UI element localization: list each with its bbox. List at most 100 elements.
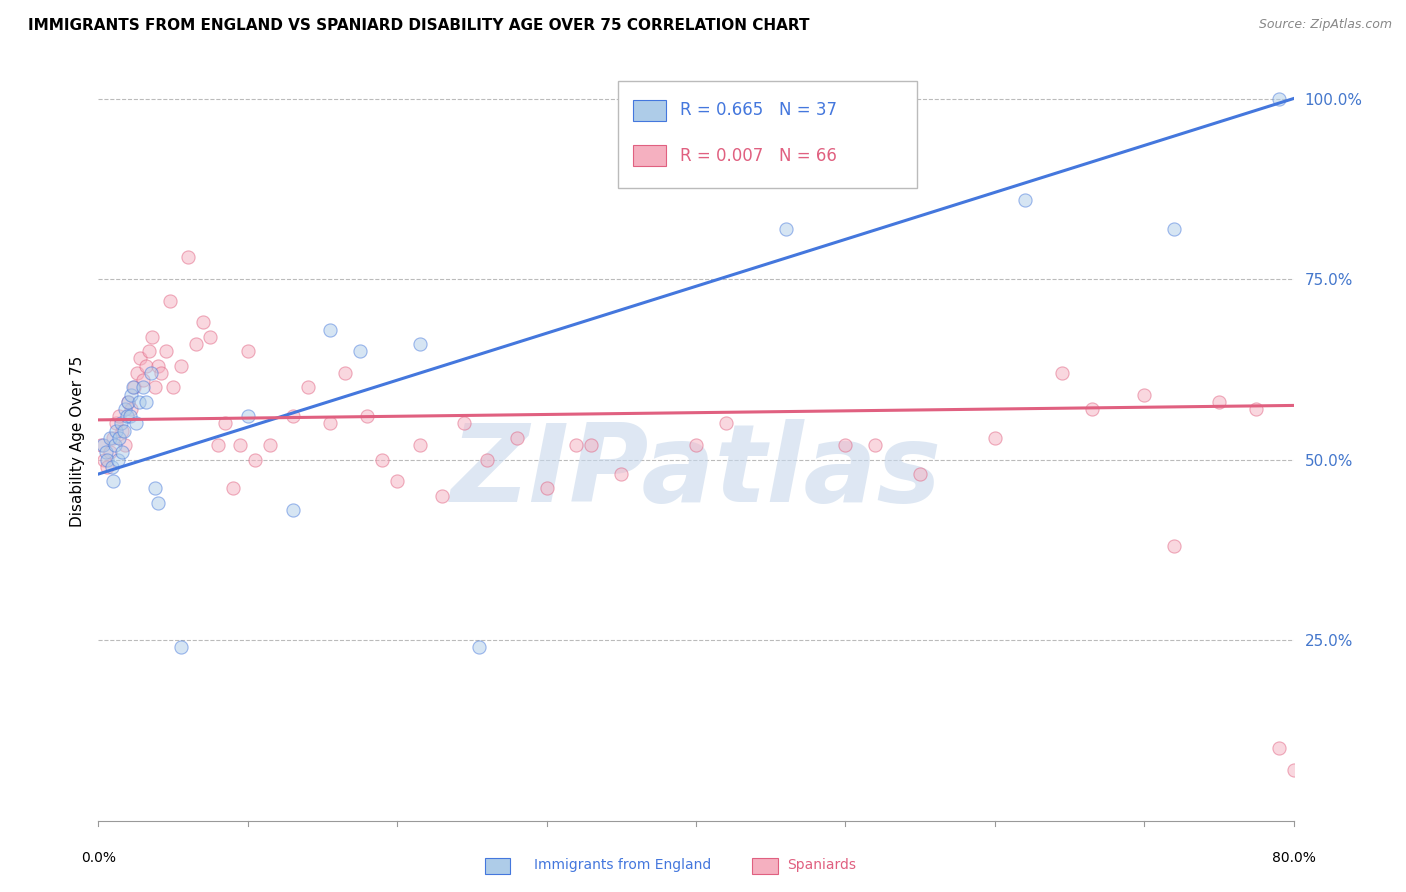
- Point: [214, 417, 236, 431]
- Point: [775, 221, 797, 235]
- Point: [125, 417, 148, 431]
- Point: [96, 452, 118, 467]
- Point: [1081, 402, 1104, 417]
- Point: [1244, 402, 1267, 417]
- Point: [162, 380, 184, 394]
- Point: [169, 359, 191, 373]
- Text: ZIPatlas: ZIPatlas: [450, 419, 942, 524]
- Point: [229, 438, 252, 452]
- Point: [132, 373, 155, 387]
- FancyBboxPatch shape: [619, 81, 917, 187]
- Text: IMMIGRANTS FROM ENGLAND VS SPANIARD DISABILITY AGE OVER 75 CORRELATION CHART: IMMIGRANTS FROM ENGLAND VS SPANIARD DISA…: [28, 18, 810, 33]
- Point: [107, 452, 129, 467]
- Point: [581, 438, 603, 452]
- Point: [385, 475, 409, 489]
- Point: [297, 380, 319, 394]
- Point: [118, 409, 141, 424]
- Point: [1282, 763, 1305, 777]
- Point: [371, 452, 394, 467]
- Point: [319, 417, 342, 431]
- Point: [127, 366, 149, 380]
- Point: [103, 431, 125, 445]
- Point: [108, 431, 131, 445]
- FancyBboxPatch shape: [633, 145, 666, 166]
- Point: [506, 431, 529, 445]
- Point: [714, 417, 737, 431]
- Point: [148, 496, 170, 510]
- Point: [610, 467, 633, 481]
- Point: [159, 293, 181, 308]
- Point: [408, 337, 430, 351]
- Point: [103, 475, 125, 489]
- Point: [115, 409, 138, 424]
- Text: Source: ZipAtlas.com: Source: ZipAtlas.com: [1258, 18, 1392, 31]
- Point: [141, 330, 163, 344]
- Point: [117, 394, 139, 409]
- Point: [135, 394, 157, 409]
- Point: [333, 366, 356, 380]
- Point: [468, 640, 491, 655]
- Point: [121, 380, 143, 394]
- Point: [191, 315, 214, 329]
- Point: [129, 351, 152, 366]
- Point: [114, 438, 136, 452]
- Point: [245, 452, 267, 467]
- Point: [281, 409, 304, 424]
- Point: [1267, 91, 1289, 105]
- Point: [138, 344, 160, 359]
- Point: [143, 482, 166, 496]
- Point: [685, 438, 707, 452]
- Point: [319, 323, 342, 337]
- Point: [1208, 394, 1230, 409]
- Point: [1014, 193, 1036, 207]
- Point: [120, 387, 142, 401]
- Point: [349, 344, 371, 359]
- Text: R = 0.007   N = 66: R = 0.007 N = 66: [681, 146, 838, 165]
- Point: [98, 431, 122, 445]
- Text: 80.0%: 80.0%: [1271, 851, 1316, 865]
- Point: [184, 337, 207, 351]
- Point: [281, 503, 304, 517]
- Text: Spaniards: Spaniards: [787, 858, 856, 872]
- Point: [139, 366, 162, 380]
- Point: [984, 431, 1007, 445]
- Point: [236, 344, 259, 359]
- Point: [96, 459, 118, 474]
- Point: [1163, 221, 1185, 235]
- Point: [108, 409, 131, 424]
- Point: [1267, 741, 1289, 756]
- Point: [475, 452, 498, 467]
- Point: [155, 344, 177, 359]
- Point: [105, 417, 128, 431]
- Y-axis label: Disability Age Over 75: Disability Age Over 75: [69, 356, 84, 527]
- Point: [908, 467, 931, 481]
- Text: R = 0.665   N = 37: R = 0.665 N = 37: [681, 101, 838, 120]
- Point: [1050, 366, 1073, 380]
- Point: [93, 452, 115, 467]
- Point: [101, 459, 124, 474]
- Point: [177, 251, 200, 265]
- Point: [222, 482, 245, 496]
- Point: [120, 402, 142, 417]
- Point: [105, 424, 128, 438]
- Point: [834, 438, 856, 452]
- Point: [453, 417, 475, 431]
- Point: [111, 445, 134, 459]
- Point: [1133, 387, 1156, 401]
- Point: [356, 409, 378, 424]
- Point: [565, 438, 588, 452]
- Text: Immigrants from England: Immigrants from England: [534, 858, 711, 872]
- Text: 0.0%: 0.0%: [82, 851, 115, 865]
- Point: [150, 366, 173, 380]
- Point: [110, 417, 132, 431]
- Point: [98, 445, 122, 459]
- Point: [112, 424, 135, 438]
- Point: [111, 424, 134, 438]
- Point: [104, 438, 127, 452]
- Point: [169, 640, 191, 655]
- Point: [200, 330, 222, 344]
- Point: [117, 394, 139, 409]
- Point: [1163, 539, 1185, 553]
- Point: [207, 438, 229, 452]
- Point: [536, 482, 558, 496]
